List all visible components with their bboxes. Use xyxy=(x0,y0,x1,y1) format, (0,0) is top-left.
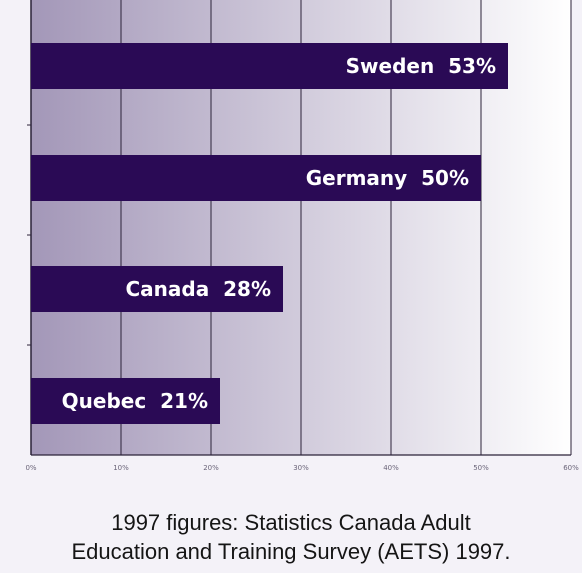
x-tick-label: 60% xyxy=(563,464,579,470)
bar-canada xyxy=(31,266,283,312)
bar-chart-svg: Sweden 53% Germany 50% Canada 28% Quebec 21… xyxy=(25,0,579,470)
x-tick-label: 10% xyxy=(113,464,129,470)
caption-line-2: Education and Training Survey (AETS) 199… xyxy=(71,539,511,564)
bar-label-quebec: Quebec 21% xyxy=(62,389,208,413)
bar-group-sweden: Sweden 53% xyxy=(31,43,508,89)
x-tick-label: 50% xyxy=(473,464,489,470)
chart: Sweden 53% Germany 50% Canada 28% Quebec 21… xyxy=(25,0,579,470)
x-tick-label: 20% xyxy=(203,464,219,470)
bar-germany xyxy=(31,155,481,201)
bar-group-canada: Canada 28% xyxy=(31,266,283,312)
bar-group-germany: Germany 50% xyxy=(31,155,481,201)
bar-sweden xyxy=(31,43,508,89)
bar-label-sweden: Sweden 53% xyxy=(346,54,496,78)
caption-line-1: 1997 figures: Statistics Canada Adult xyxy=(111,510,471,535)
bar-group-quebec: Quebec 21% xyxy=(31,378,220,424)
chart-caption: 1997 figures: Statistics Canada Adult Ed… xyxy=(0,508,582,566)
bar-label-canada: Canada 28% xyxy=(125,277,271,301)
x-tick-label: 0% xyxy=(25,464,36,470)
x-tick-label: 40% xyxy=(383,464,399,470)
bar-quebec xyxy=(31,378,220,424)
x-tick-label: 30% xyxy=(293,464,309,470)
bar-label-germany: Germany 50% xyxy=(306,166,469,190)
